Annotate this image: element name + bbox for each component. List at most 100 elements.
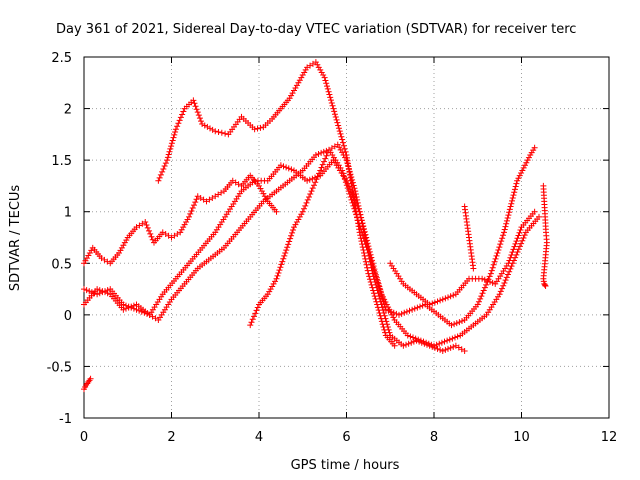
interpolated-point [215, 129, 222, 136]
data-point [172, 126, 179, 133]
interpolated-point [194, 109, 201, 116]
interpolated-point [356, 220, 362, 227]
interpolated-point [359, 232, 366, 239]
data-point [142, 219, 149, 226]
x-tick-label: 4 [255, 430, 263, 445]
interpolated-point [519, 237, 526, 244]
interpolated-point [362, 241, 369, 248]
interpolated-point [350, 182, 357, 189]
data-point [505, 260, 512, 267]
interpolated-point [452, 334, 458, 341]
interpolated-point [514, 235, 521, 242]
data-point [186, 213, 192, 220]
interpolated-point [279, 258, 286, 265]
data-point [81, 260, 87, 267]
interpolated-point [280, 163, 287, 170]
interpolated-point [486, 273, 493, 280]
interpolated-point [423, 339, 430, 346]
interpolated-point [514, 249, 521, 256]
data-point [474, 301, 481, 308]
interpolated-point [441, 338, 448, 345]
interpolated-point [515, 232, 522, 239]
data-point [531, 144, 538, 151]
interpolated-point [518, 170, 525, 177]
interpolated-point [164, 154, 171, 161]
interpolated-point [314, 61, 321, 68]
interpolated-point [189, 205, 196, 212]
interpolated-point [118, 244, 125, 251]
interpolated-point [196, 115, 203, 122]
interpolated-point [339, 149, 346, 156]
interpolated-point [143, 221, 150, 228]
interpolated-point [102, 289, 108, 296]
interpolated-point [489, 264, 496, 271]
interpolated-point [283, 164, 290, 171]
y-tick-label: 2.5 [51, 51, 72, 66]
interpolated-point [434, 298, 441, 305]
interpolated-point [307, 191, 314, 198]
interpolated-point [445, 345, 451, 352]
data-point [404, 332, 411, 339]
interpolated-point [322, 155, 329, 162]
data-point [444, 337, 451, 344]
interpolated-point [499, 235, 506, 242]
data-point [426, 301, 433, 308]
interpolated-point [401, 309, 408, 316]
interpolated-point [82, 257, 89, 264]
interpolated-point [331, 111, 338, 118]
interpolated-point [337, 146, 344, 153]
interpolated-point [258, 188, 265, 195]
interpolated-point [502, 277, 509, 284]
interpolated-point [174, 123, 181, 130]
interpolated-point [333, 116, 340, 123]
interpolated-point [364, 247, 371, 254]
data-point [352, 208, 359, 215]
interpolated-point [320, 148, 327, 155]
interpolated-point [88, 247, 95, 254]
interpolated-point [207, 125, 213, 132]
interpolated-point [370, 264, 377, 271]
interpolated-point [252, 310, 259, 317]
interpolated-point [453, 320, 460, 327]
interpolated-point [181, 221, 188, 228]
interpolated-point [144, 224, 151, 231]
data-point [273, 275, 280, 282]
data-point [177, 229, 184, 236]
interpolated-point [165, 151, 172, 158]
interpolated-point [180, 108, 187, 115]
data-point [120, 306, 127, 313]
interpolated-point [275, 270, 282, 277]
interpolated-point [192, 199, 199, 206]
interpolated-point [354, 214, 361, 221]
data-point [291, 224, 297, 231]
interpolated-point [496, 244, 503, 251]
interpolated-point [349, 179, 356, 186]
data-point [116, 249, 122, 256]
interpolated-point [504, 215, 511, 222]
interpolated-point [493, 252, 500, 259]
data-point [295, 79, 302, 86]
interpolated-point [130, 302, 137, 309]
interpolated-point [376, 285, 383, 292]
interpolated-point [121, 239, 128, 246]
interpolated-point [490, 261, 497, 268]
interpolated-point [341, 173, 347, 180]
interpolated-point [398, 310, 405, 317]
data-points [81, 59, 550, 393]
interpolated-point [345, 162, 352, 169]
interpolated-point [491, 258, 498, 265]
interpolated-point [483, 281, 490, 288]
interpolated-point [521, 232, 528, 239]
interpolated-point [267, 286, 274, 293]
data-point [273, 208, 280, 215]
interpolated-point [351, 185, 358, 192]
interpolated-point [325, 88, 332, 95]
interpolated-point [405, 340, 412, 347]
interpolated-point [382, 298, 389, 305]
x-tick-label: 0 [80, 430, 88, 445]
interpolated-point [450, 343, 457, 350]
interpolated-point [446, 336, 453, 343]
interpolated-point [159, 168, 166, 175]
interpolated-point [500, 232, 507, 239]
interpolated-point [335, 122, 342, 129]
